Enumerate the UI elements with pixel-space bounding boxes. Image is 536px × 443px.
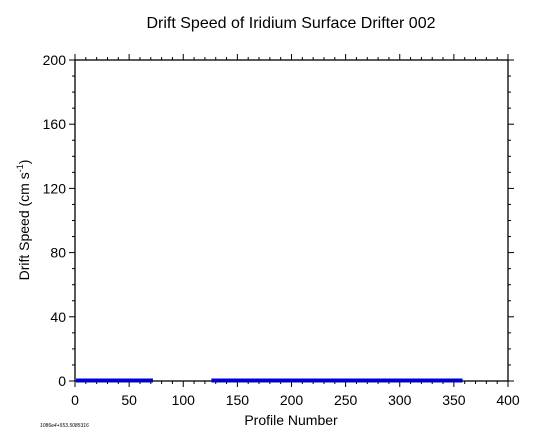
x-axis-label: Profile Number <box>244 412 338 428</box>
x-axis: 0 50 100 150 200 250 300 350 400 <box>71 54 520 408</box>
chart-title: Drift Speed of Iridium Surface Drifter 0… <box>146 15 435 32</box>
x-tick-label: 150 <box>226 392 250 408</box>
x-tick-label: 200 <box>280 392 304 408</box>
y-axis-label-main: Drift Speed (cm s <box>16 172 32 280</box>
series-layer <box>76 378 463 383</box>
y-tick-label: 160 <box>43 116 67 132</box>
x-tick-label: 250 <box>334 392 358 408</box>
y-axis-label-superscript: -1 <box>15 164 25 172</box>
x-tick-label: 400 <box>496 392 520 408</box>
plot-frame <box>74 59 509 382</box>
y-axis: 0 40 80 120 160 200 <box>43 52 514 389</box>
x-tick-label: 350 <box>442 392 466 408</box>
x-tick-label: 100 <box>172 392 196 408</box>
x-tick-label: 300 <box>388 392 412 408</box>
y-axis-label: Drift Speed (cm s-1) <box>15 160 32 281</box>
y-tick-label: 0 <box>58 373 66 389</box>
y-tick-label: 120 <box>43 180 67 196</box>
data-point-run <box>211 378 463 383</box>
plot-area <box>74 59 509 382</box>
y-tick-label: 40 <box>50 309 66 325</box>
x-tick-label: 50 <box>121 392 137 408</box>
y-tick-label: 80 <box>50 245 66 261</box>
x-tick-label: 0 <box>71 392 79 408</box>
y-tick-label: 200 <box>43 52 67 68</box>
data-point-run <box>76 378 153 383</box>
y-axis-label-close: ) <box>16 160 32 165</box>
footnote: 1086e4+553.5085316 <box>40 423 89 429</box>
